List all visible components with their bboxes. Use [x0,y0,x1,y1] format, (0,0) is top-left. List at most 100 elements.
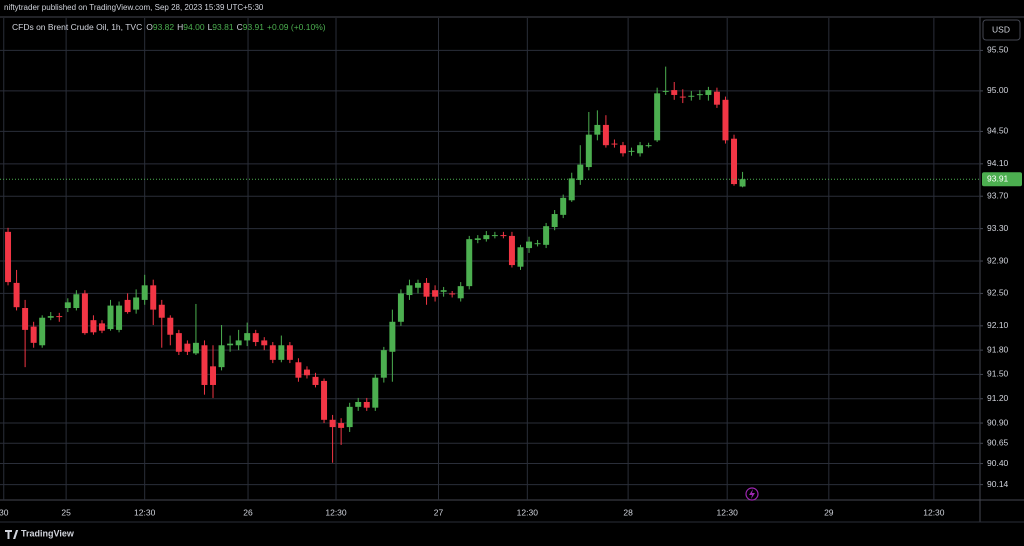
candle-body [278,345,285,360]
x-tick-label: 28 [623,507,633,517]
y-tick-label: 95.50 [987,45,1009,55]
candle-body [116,305,123,330]
candle-body [329,419,336,428]
y-tick-label: 95.00 [987,85,1009,95]
candle-body [526,241,533,249]
candle-body [491,235,498,237]
candle-body [227,343,234,346]
y-tick-label: 93.30 [987,223,1009,233]
y-tick-label: 92.10 [987,320,1009,330]
candle-body [124,299,131,313]
logo: TradingView [21,528,75,538]
candle-body [338,423,345,428]
y-tick-label: 91.20 [987,393,1009,403]
candle-body [269,345,276,360]
candle-body [628,150,635,152]
grid [0,18,980,500]
legend-value: 93.81 [212,22,234,32]
y-tick-label: 94.50 [987,126,1009,136]
candle-body [449,293,456,295]
candle-body [713,91,720,105]
candle-body [312,376,319,385]
x-tick-label: 12:30 [325,507,347,517]
candle-body [466,239,473,287]
candle-body [286,345,293,360]
y-tick-label: 90.65 [987,438,1009,448]
candle-body [397,293,404,322]
y-tick-label: 92.50 [987,288,1009,298]
candle-body [739,179,746,187]
change: +0.09 (+0.10%) [267,22,326,32]
y-tick-label: 91.50 [987,369,1009,379]
candle-body [90,320,97,333]
candle-body [696,94,703,96]
candle-body [508,235,515,266]
candle-body [568,178,575,201]
candle-body [201,345,208,385]
candle-body [141,285,148,300]
x-tick-label: 12:30 [517,507,539,517]
event-icon[interactable] [745,487,759,501]
candle-body [560,197,567,215]
candle-body [474,238,481,240]
candle-body [363,401,370,408]
x-tick-label: 30 [0,507,9,517]
candle-body [440,290,447,292]
candle-body [30,326,37,343]
candle-body [380,350,387,378]
candle-body [56,316,63,318]
candle-body [64,302,71,309]
candle-body [133,297,140,310]
candle-body [192,342,199,354]
candle-body [432,290,439,297]
candle-body [457,286,464,299]
candle-body [619,145,626,154]
candle-body [39,317,46,346]
candle-body [389,321,396,352]
candle-body [98,323,105,331]
candle-body [210,366,217,385]
legend-label: L [208,22,213,32]
candle-body [585,134,592,168]
candles [0,66,980,463]
y-tick-label: 91.80 [987,344,1009,354]
candle-body [688,95,695,97]
legend-value: 94.00 [183,22,205,32]
x-tick-label: 29 [824,507,834,517]
candle-body [47,316,54,318]
x-tick-label: 25 [61,507,71,517]
currency-label[interactable]: USD [992,24,1010,34]
candle-body [483,235,490,240]
legend-value: 93.82 [153,22,175,32]
x-tick-label: 12:30 [134,507,156,517]
candle-body [73,294,80,309]
candle-body [13,282,20,308]
candle-body [517,247,524,267]
candle-body [261,340,268,346]
y-tick-label: 92.90 [987,255,1009,265]
y-tick-label: 90.40 [987,458,1009,468]
candle-body [184,343,191,352]
candle-body [594,124,601,135]
candle-body [551,214,558,228]
legend-value: 93.91 [243,22,265,32]
y-tick-label: 94.10 [987,158,1009,168]
y-tick-label: 93.70 [987,190,1009,200]
candle-body [235,340,242,346]
candle-body [662,90,669,92]
candle-body [543,226,550,245]
candle-body [167,317,174,335]
x-tick-label: 27 [434,507,444,517]
candle-body [22,308,29,330]
last-price-box [982,172,1022,187]
candle-body [731,138,738,185]
candle-body [303,369,310,376]
candle-body [423,282,430,297]
currency-button[interactable] [982,19,1021,41]
candle-body [500,235,507,237]
legend-label: C [237,22,243,32]
x-tick-label: 12:30 [717,507,739,517]
candle-body [637,145,644,154]
